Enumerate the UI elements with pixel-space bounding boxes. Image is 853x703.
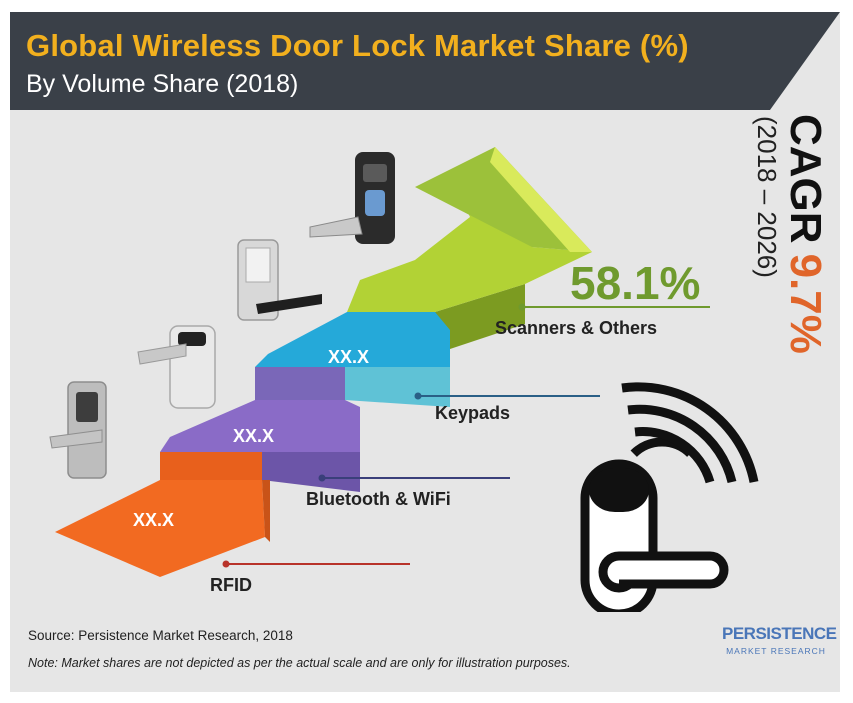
callout-rfid: RFID [210, 560, 410, 595]
cagr-period: (2018 – 2026) [752, 116, 782, 278]
callout-scanners-others: 58.1% Scanners & Others [495, 257, 710, 338]
cagr-block: CAGR 9.7% (2018 – 2026) [750, 114, 830, 584]
step-rfid-value: XX.X [133, 510, 174, 530]
infographic-frame: Global Wireless Door Lock Market Share (… [10, 12, 840, 692]
scanners-others-label: Scanners & Others [495, 318, 657, 338]
step-keypads-value: XX.X [328, 347, 369, 367]
step-keypads-side [345, 367, 450, 407]
step-bluetooth-wifi-value: XX.X [233, 426, 274, 446]
step-bluetooth-wifi-top [160, 400, 360, 452]
callout-dot [222, 560, 230, 568]
step-scanners-others-top [347, 180, 592, 312]
logo-name: PERSISTENCE [722, 624, 837, 643]
lock-illustration-scanner [309, 152, 395, 244]
cagr-label: CAGR [781, 114, 830, 244]
step-keypads: XX.X [255, 312, 450, 407]
note-text: Note: Market shares are not depicted as … [28, 656, 571, 670]
staircase-chart: XX.X XX.X XX.X 58.1% Scanners & Others K… [49, 147, 759, 612]
chart-title: Global Wireless Door Lock Market Share (… [26, 28, 689, 63]
keypads-label: Keypads [435, 403, 510, 423]
callout-dot [518, 303, 526, 311]
arrow-head-highlight [490, 147, 592, 252]
header-banner: Global Wireless Door Lock Market Share (… [10, 12, 840, 110]
step-keypads-top [255, 312, 450, 367]
step-scanners-others-side [435, 284, 525, 354]
step-bluetooth-wifi-front [160, 452, 262, 480]
lock-illustration-rfid [137, 325, 216, 409]
wireless-signal-icon [621, 382, 759, 484]
smart-lock-icon [580, 459, 729, 612]
chart-subtitle: By Volume Share (2018) [26, 70, 299, 98]
lock-illustration-bluetooth [49, 381, 107, 479]
step-rfid: XX.X [55, 480, 270, 577]
step-bluetooth-wifi: XX.X [160, 400, 360, 492]
cagr-value: 9.7% [781, 253, 830, 354]
source-text: Source: Persistence Market Research, 201… [28, 628, 293, 643]
scanners-others-value: 58.1% [570, 257, 700, 309]
callout-bluetooth-wifi: Bluetooth & WiFi [306, 474, 510, 509]
callout-keypads: Keypads [414, 392, 600, 423]
step-bluetooth-wifi-side [262, 452, 360, 492]
callout-dot [318, 474, 326, 482]
bluetooth-wifi-label: Bluetooth & WiFi [306, 489, 451, 509]
step-rfid-top [55, 480, 265, 577]
step-keypads-front [255, 367, 345, 400]
rfid-label: RFID [210, 575, 252, 595]
step-scanners-others [347, 147, 592, 354]
brand-logo: PERSISTENCE MARKET RESEARCH [722, 624, 837, 680]
step-rfid-side [262, 480, 270, 542]
callout-dot [414, 392, 422, 400]
header-background [10, 12, 840, 110]
logo-subtitle: MARKET RESEARCH [726, 646, 826, 656]
lock-illustration-keypad [237, 239, 322, 321]
